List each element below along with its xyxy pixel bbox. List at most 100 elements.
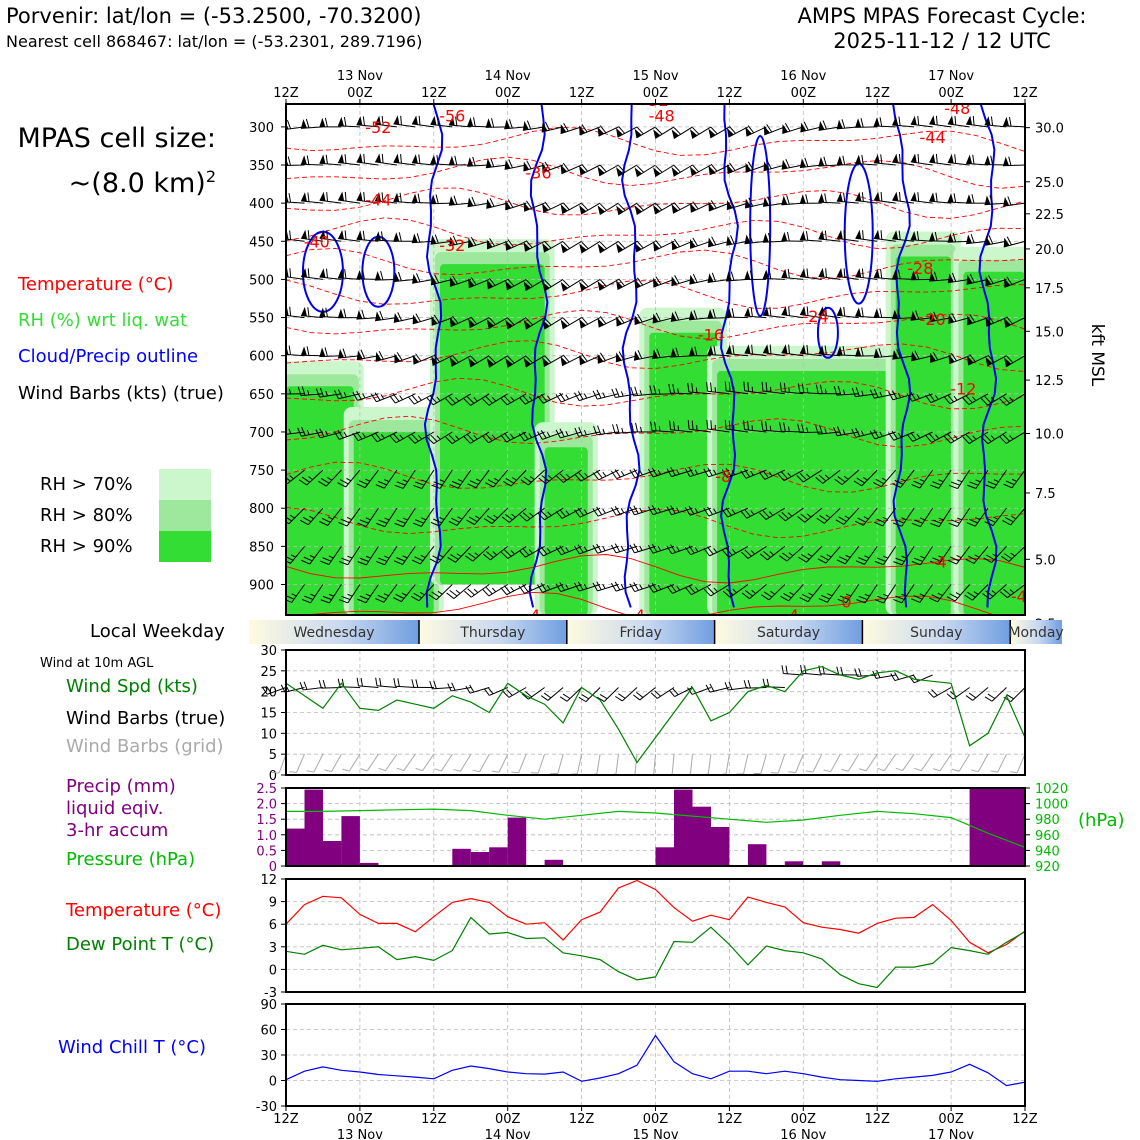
barb-full (453, 195, 458, 205)
barb-staff (670, 355, 693, 358)
barb-full (304, 595, 314, 600)
wind-barb (631, 422, 656, 433)
barb-full (999, 436, 1007, 444)
barb-full (381, 153, 384, 164)
barb-full (876, 557, 886, 562)
barb-full (306, 155, 310, 165)
barb-half (510, 433, 515, 439)
barb-staff (507, 317, 527, 330)
wind-barb (946, 584, 970, 602)
barb-pennant (393, 192, 400, 202)
barb-full (861, 307, 864, 317)
barb-full (647, 584, 654, 593)
barb-half (676, 507, 680, 513)
barb-full (985, 590, 994, 597)
precip-tick-label: 0 (269, 860, 277, 875)
barb-full (468, 516, 478, 523)
wind-barb (357, 546, 379, 566)
barb-half (751, 589, 756, 594)
barb-full (987, 315, 995, 324)
wind-barb (597, 164, 619, 177)
barb-staff (966, 123, 989, 128)
barb-full (819, 515, 828, 522)
barb-full (574, 392, 580, 401)
barb-pennant (763, 125, 770, 135)
barb-pennant (504, 119, 511, 129)
wind-barb (647, 582, 675, 593)
barb-half (861, 390, 864, 396)
barb-half (901, 517, 907, 521)
barb-staff (855, 163, 878, 166)
barb-full (468, 552, 477, 559)
barb-full (747, 382, 750, 392)
barb-staff (635, 240, 656, 253)
barb-full (851, 428, 857, 438)
barb-pennant (873, 308, 880, 318)
barb-pennant (468, 278, 475, 288)
barb-staff (707, 278, 730, 284)
barb-full (840, 666, 844, 675)
barb-half (511, 477, 517, 481)
wind-barb (393, 312, 416, 323)
wind-barb (778, 507, 804, 522)
barb-pennant (762, 233, 769, 243)
wind-barb (634, 240, 656, 253)
barb-full (985, 484, 995, 489)
barb-full (971, 194, 975, 204)
barb-staff (818, 353, 841, 357)
barb-full (856, 477, 865, 484)
barb-full (306, 770, 315, 773)
barb-full (749, 233, 753, 243)
wind-barb (408, 431, 435, 444)
barb-pennant (653, 277, 660, 288)
barb-pennant (836, 346, 843, 356)
barb-pennant (818, 230, 825, 240)
barb-full (728, 382, 731, 392)
barb-pennant (467, 197, 474, 207)
wind-barb (706, 382, 730, 395)
barb-full (925, 435, 933, 443)
precip-bar (489, 847, 508, 866)
barb-pennant (542, 357, 550, 367)
barb-full (307, 307, 310, 317)
barb-full (892, 522, 902, 527)
barb-full (343, 308, 347, 318)
barb-pennant (579, 243, 587, 253)
barb-pennant (708, 237, 714, 247)
temp-contour-label: -24 (803, 307, 829, 326)
wind-barb (315, 428, 342, 439)
barb-half (953, 395, 958, 401)
barb-half (491, 434, 496, 440)
wind-barb (629, 505, 656, 516)
barb-full (540, 546, 548, 555)
barb-full (818, 598, 828, 603)
barb-full (987, 481, 997, 486)
barb-full (911, 483, 921, 489)
barb-full (356, 390, 362, 400)
barb-half (436, 396, 441, 402)
wind-barb (426, 393, 453, 406)
surface-wind-barb-true (668, 687, 693, 698)
wind-barb (929, 584, 952, 603)
barb-full (815, 425, 819, 435)
wind-barb (818, 306, 841, 319)
barb-full (851, 387, 856, 397)
barb-half (602, 508, 606, 514)
wind-barb (874, 546, 897, 566)
barb-full (932, 768, 941, 772)
barb-staff (744, 202, 767, 209)
surface-wind-barb-grid (271, 754, 287, 774)
wind-barb (670, 311, 693, 322)
barb-full (357, 522, 367, 527)
barb-pennant (818, 193, 825, 203)
wind-barb (999, 431, 1025, 444)
barb-full (555, 394, 562, 403)
barb-full (673, 127, 681, 135)
barb-full (315, 429, 321, 439)
barb-full (288, 193, 292, 203)
wind-barb (818, 345, 841, 357)
barb-half (566, 474, 571, 479)
barb-staff (782, 126, 804, 135)
barb-pennant (910, 191, 917, 202)
barb-staff (1004, 278, 1025, 288)
